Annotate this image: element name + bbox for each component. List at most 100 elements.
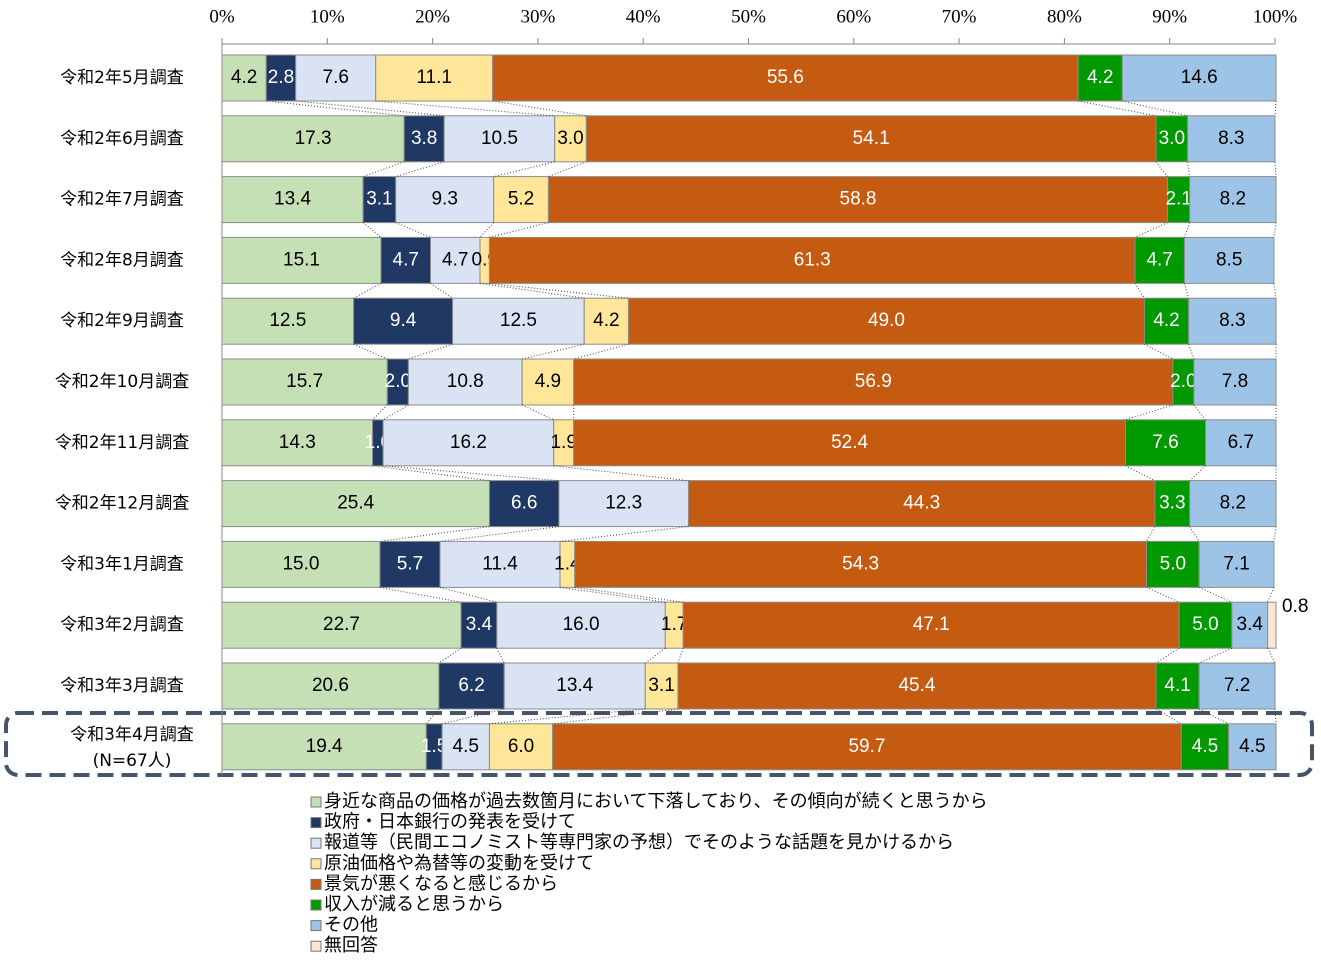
data-label: 9.4 xyxy=(390,310,417,331)
bar-segment xyxy=(221,480,490,528)
x-tick-label: 60% xyxy=(836,6,871,27)
data-label: 25.4 xyxy=(337,493,374,514)
connector xyxy=(1189,465,1206,481)
bar-segment xyxy=(362,176,397,224)
connector xyxy=(496,647,505,664)
connector xyxy=(1198,586,1233,603)
connector xyxy=(439,586,497,603)
data-label: 4.7 xyxy=(442,249,468,270)
connector xyxy=(1267,587,1275,603)
data-label: 12.3 xyxy=(605,493,642,514)
bar-segment xyxy=(1198,540,1275,588)
connector xyxy=(1273,222,1277,238)
connector xyxy=(521,343,585,360)
connector xyxy=(574,586,684,603)
data-label: 10.5 xyxy=(481,128,518,149)
connector xyxy=(552,708,679,725)
connector xyxy=(1155,647,1180,664)
connector xyxy=(489,708,646,725)
legend-swatch xyxy=(310,858,322,870)
data-label: 15.7 xyxy=(286,371,323,392)
category-label: 令和3年1月調査 xyxy=(60,554,184,574)
bar-segment xyxy=(295,54,377,102)
connector xyxy=(489,222,549,238)
data-label: 12.5 xyxy=(269,310,306,331)
bar-segment xyxy=(221,115,405,163)
bar-segment xyxy=(1231,601,1269,649)
category-label: 令和2年11月調査 xyxy=(55,433,189,453)
bar-segment xyxy=(395,176,495,224)
connector xyxy=(489,282,629,299)
bar-segment xyxy=(573,358,1174,406)
data-label: 5.0 xyxy=(1160,553,1186,574)
bar-segment xyxy=(1155,115,1189,163)
legend-label: 身近な商品の価格が過去数箇月において下落しており、その傾向が続くと思うから xyxy=(324,791,988,812)
bar-segment xyxy=(1143,297,1190,345)
connector xyxy=(1198,708,1229,725)
legend-label: 報道等（民間エコノミスト等専門家の予想）でそのような話題を見かけるから xyxy=(324,832,954,853)
data-label: 7.8 xyxy=(1222,371,1248,392)
data-label: 11.4 xyxy=(482,553,518,574)
bar-segment xyxy=(221,419,374,467)
data-label: 7.2 xyxy=(1224,675,1250,696)
data-label: 52.4 xyxy=(831,432,868,453)
connector xyxy=(493,161,555,178)
connector xyxy=(479,222,495,238)
data-label: 8.5 xyxy=(1216,249,1242,270)
bar-segment xyxy=(460,601,498,649)
bar-segment xyxy=(488,723,554,771)
data-label: 4.2 xyxy=(593,310,619,331)
x-tick-label: 40% xyxy=(626,6,661,27)
bar-segment xyxy=(585,115,1157,163)
connector xyxy=(548,161,587,178)
bar-segment xyxy=(558,480,689,528)
data-label: 9.3 xyxy=(431,189,457,210)
data-label: 3.0 xyxy=(1159,128,1185,149)
data-label: 22.7 xyxy=(323,614,360,635)
connector xyxy=(362,222,382,238)
legend-label: 無回答 xyxy=(324,935,378,956)
data-label: 5.0 xyxy=(1192,614,1218,635)
connector xyxy=(521,404,554,421)
connector xyxy=(372,404,388,421)
x-tick-label: 10% xyxy=(310,6,345,27)
data-label: 4.9 xyxy=(535,371,561,392)
x-tick-label: 100% xyxy=(1253,6,1298,27)
x-tick-label: 90% xyxy=(1152,6,1187,27)
data-label: 12.5 xyxy=(500,310,537,331)
legend-label: 政府・日本銀行の発表を受けて xyxy=(324,812,576,833)
bar-segment xyxy=(488,480,560,528)
connector xyxy=(479,282,585,299)
bar-segment xyxy=(1183,236,1275,284)
connector xyxy=(1188,344,1195,360)
data-label: 1.7 xyxy=(661,614,687,635)
connector xyxy=(1273,283,1277,299)
category-label: 令和2年9月調査 xyxy=(60,311,184,331)
data-label: 20.6 xyxy=(312,675,349,696)
bar-segment xyxy=(492,54,1079,102)
x-tick-label: 70% xyxy=(942,6,977,27)
data-label: 15.0 xyxy=(282,553,319,574)
data-label: 49.0 xyxy=(868,310,905,331)
connector xyxy=(383,465,560,482)
category-label: 令和3年4月調査 xyxy=(70,725,194,745)
data-label: 10.8 xyxy=(447,371,484,392)
category-label: 令和2年12月調査 xyxy=(55,494,189,514)
bar-segment xyxy=(1188,297,1277,345)
data-label: 8.3 xyxy=(1218,128,1244,149)
bar-segment xyxy=(403,115,445,163)
connector xyxy=(382,404,409,421)
data-label: 1.9 xyxy=(550,432,576,453)
legend-swatch xyxy=(310,796,322,808)
bar-segment xyxy=(1205,419,1277,467)
bar-segment xyxy=(221,358,388,406)
bar-segment xyxy=(554,115,587,163)
data-label: 5.7 xyxy=(397,553,423,574)
x-tick-label: 50% xyxy=(731,6,766,27)
data-label: 3.8 xyxy=(411,128,437,149)
data-label: 4.2 xyxy=(1087,67,1113,88)
highlight-frame xyxy=(4,711,1314,777)
bar-segment xyxy=(438,662,505,710)
bar-segment xyxy=(574,540,1148,588)
bar-segment xyxy=(429,236,481,284)
